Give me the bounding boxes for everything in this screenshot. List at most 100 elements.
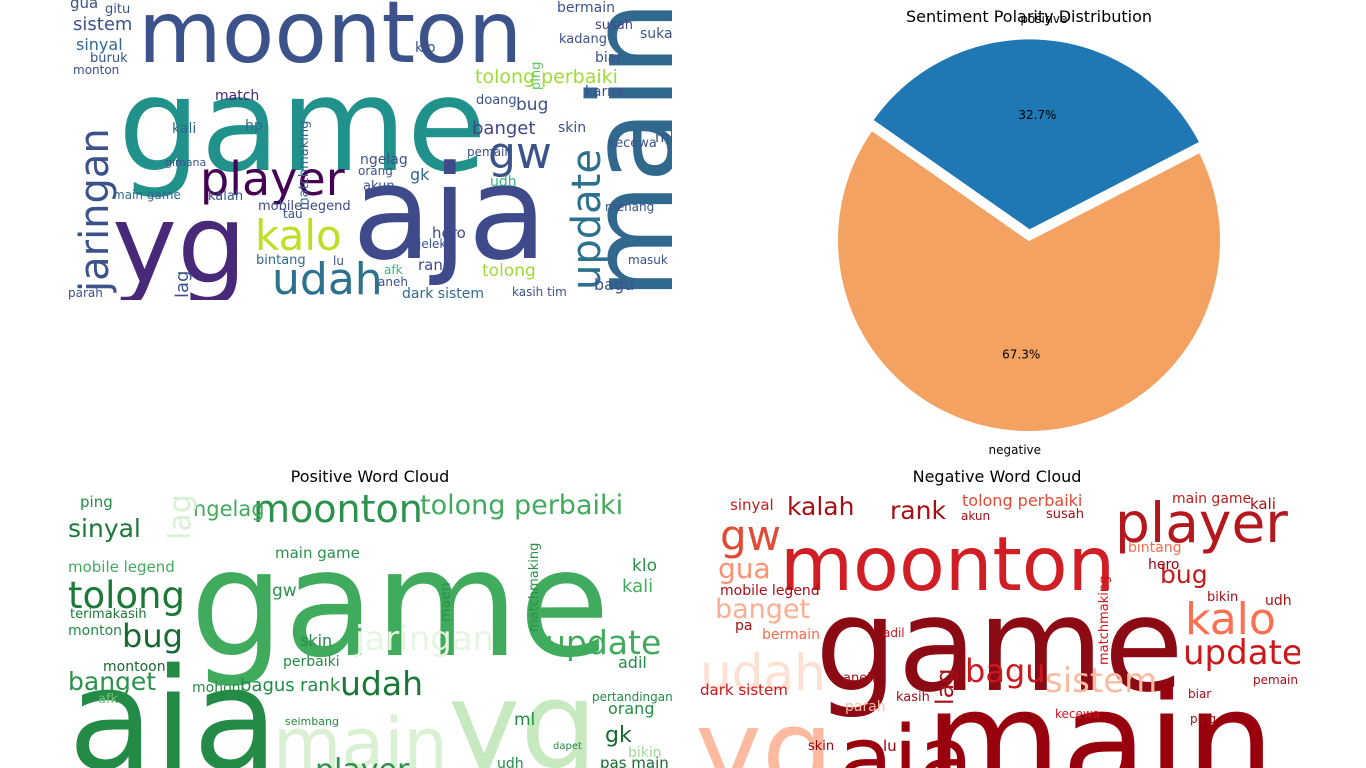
word: afk — [98, 692, 119, 707]
word: dark sistem — [402, 286, 484, 302]
word: game — [815, 569, 1184, 721]
word: aneh — [378, 275, 408, 289]
word: mobile legend — [68, 558, 175, 576]
word: ngelag — [193, 497, 265, 521]
word: kali — [1250, 495, 1276, 513]
word: udh — [1265, 593, 1292, 609]
word: dark sistem — [700, 681, 788, 699]
word: pemain — [1253, 673, 1298, 687]
word: sinyal — [76, 35, 123, 54]
word: ping — [529, 62, 544, 90]
word: bintang — [1128, 540, 1181, 556]
word: sinyal — [68, 514, 141, 543]
slice-label: positive — [1020, 12, 1067, 26]
word-cloud-background — [66, 492, 672, 768]
word: kasih — [896, 690, 930, 705]
word: dapet — [553, 741, 582, 752]
word: bagu — [965, 652, 1046, 690]
word: bug — [516, 95, 548, 115]
word: bagu — [594, 275, 634, 294]
word: sinyal — [730, 496, 774, 514]
word: biar — [595, 50, 622, 66]
word: bug — [122, 617, 183, 655]
word: parah — [68, 286, 103, 300]
word: bermain — [762, 627, 820, 643]
word: tolong perbaiki — [962, 491, 1082, 510]
word: kecewa — [608, 136, 657, 151]
word: buruk — [90, 51, 128, 66]
word: udh — [497, 756, 524, 768]
word: bintang — [256, 253, 306, 268]
word: suka — [640, 26, 673, 42]
word: parah — [845, 699, 886, 715]
word: lag — [931, 668, 959, 705]
pie-slice — [836, 128, 1223, 433]
word: adil — [618, 653, 647, 672]
word: bug — [1160, 560, 1208, 589]
word: gitu — [105, 2, 130, 17]
word: akun — [961, 509, 990, 523]
pie-slice — [870, 37, 1202, 232]
word: main game — [113, 188, 181, 202]
word: udah — [340, 664, 423, 703]
value-label: 67.3% — [1002, 347, 1040, 361]
word: pemain — [467, 145, 512, 159]
word: rank — [418, 256, 452, 274]
word: main — [273, 703, 448, 768]
word: kasih tim — [512, 285, 567, 299]
word: update — [545, 623, 661, 662]
word: kalah — [208, 189, 243, 204]
word: yg — [112, 180, 247, 308]
word: yg — [448, 655, 598, 768]
word: doang — [476, 93, 517, 108]
chart-title: Positive Word Cloud — [291, 467, 450, 486]
word: kali — [622, 576, 653, 597]
word: aja — [68, 639, 278, 768]
word: jaringan — [72, 128, 118, 293]
word: terimakasih — [70, 607, 147, 622]
word: masuk — [628, 253, 668, 267]
word: gk — [410, 165, 430, 184]
word: hp — [245, 118, 263, 134]
word: maen — [438, 582, 454, 622]
word: monton — [73, 63, 119, 77]
word: yg — [695, 685, 834, 768]
word: moonton — [780, 520, 1115, 608]
word: pas main — [600, 754, 669, 768]
word: player — [200, 152, 345, 206]
word: kalo — [1185, 594, 1276, 645]
word: jelek — [417, 237, 446, 251]
word: player — [315, 753, 410, 768]
word: rank — [890, 496, 946, 525]
chart-title: Negative Word Cloud — [913, 467, 1082, 486]
word: ngelag — [360, 152, 408, 168]
word: karna — [585, 84, 624, 100]
word: main game — [1172, 491, 1251, 507]
word: matchmaking — [297, 121, 312, 210]
word: skin — [300, 631, 332, 650]
word: bikin — [628, 745, 662, 761]
word: perbaiki — [283, 654, 340, 670]
word: ml — [655, 128, 674, 146]
word: lu — [883, 737, 897, 755]
word: gimana — [165, 156, 206, 169]
chart-title: Sentiment Polarity Distribution — [906, 7, 1152, 26]
word: kadang — [559, 32, 607, 47]
word: gw — [720, 511, 781, 560]
word: jaringan — [354, 619, 494, 659]
word: kecewa — [1055, 707, 1100, 721]
word: banget — [715, 594, 810, 625]
word: mohon — [192, 680, 241, 696]
word: biar — [1188, 687, 1211, 701]
word: tolong perbaiki — [420, 490, 623, 521]
word: udh — [490, 174, 517, 190]
word: kalo — [255, 211, 342, 260]
slice-label: negative — [989, 443, 1041, 457]
word: ml — [514, 710, 535, 730]
word: main game — [275, 544, 360, 562]
word: matchmaking — [1097, 576, 1112, 665]
word-cloud-background — [693, 492, 1300, 768]
